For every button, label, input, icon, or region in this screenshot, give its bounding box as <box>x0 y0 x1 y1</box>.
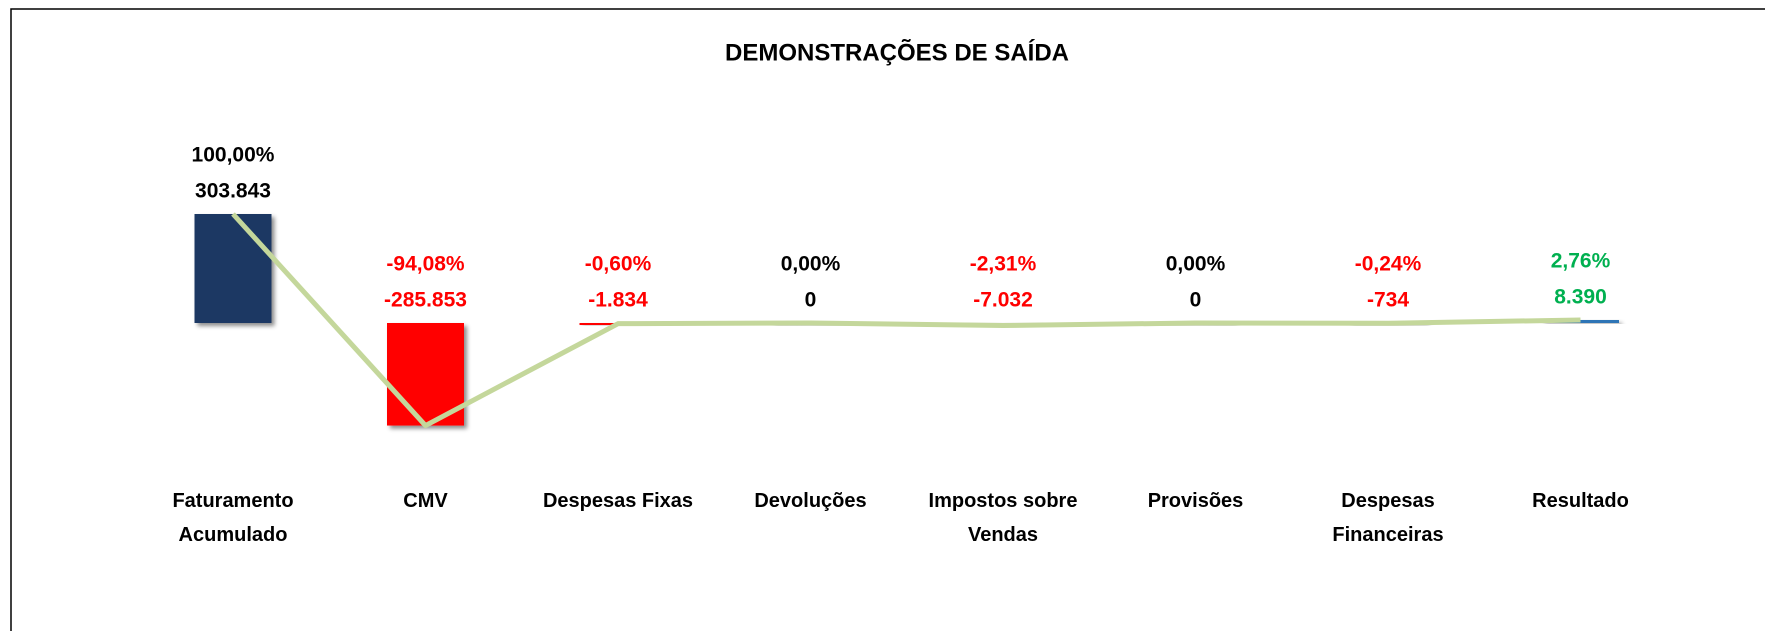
x-tick-label: Impostos sobre Vendas <box>928 490 1078 546</box>
percent-label: 100,00% <box>192 144 275 167</box>
percent-label: -0,60% <box>585 253 652 276</box>
x-tick-label: Provisões <box>1147 490 1244 512</box>
x-tick-label-box: Provisões <box>1147 490 1244 512</box>
x-tick-label-box: Impostos sobre Vendas <box>928 490 1078 546</box>
percent-label: -0,24% <box>1355 253 1422 276</box>
x-tick-label-box: CMV <box>403 490 448 512</box>
value-label: -734 <box>1367 289 1409 312</box>
percent-label: 2,76% <box>1551 250 1611 273</box>
chart-frame <box>10 8 1765 631</box>
value-label: 0 <box>1190 289 1202 312</box>
value-label: -7.032 <box>973 289 1033 312</box>
percent-label: -2,31% <box>970 253 1037 276</box>
line <box>231 212 1581 429</box>
x-tick-label: Resultado <box>1532 490 1629 512</box>
percent-label: -94,08% <box>386 253 465 276</box>
value-label: 303.843 <box>195 180 271 203</box>
x-tick-label-box: Devoluções <box>754 490 867 512</box>
percent-label: 0,00% <box>1166 253 1226 276</box>
x-tick-label: CMV <box>403 490 448 512</box>
bar <box>387 323 464 426</box>
x-tick-label-box: Despesas Fixas <box>542 490 694 512</box>
x-tick-label: Devoluções <box>754 490 867 512</box>
value-label: -285.853 <box>384 289 467 312</box>
percent-label: 0,00% <box>781 253 841 276</box>
x-tick-label: Despesas Financeiras <box>1332 490 1444 546</box>
bar <box>194 214 272 323</box>
x-tick-label: Faturamento Acumulado <box>172 490 294 546</box>
x-tick-label-box: Resultado <box>1532 490 1629 512</box>
x-tick-label-box: Despesas Financeiras <box>1332 490 1444 546</box>
value-label: 8.390 <box>1554 286 1607 309</box>
x-tick-label-box: Faturamento Acumulado <box>172 490 294 546</box>
x-tick-label: Despesas Fixas <box>542 490 694 512</box>
value-label: -1.834 <box>588 289 648 312</box>
chart-title: DEMONSTRAÇÕES DE SAÍDA <box>725 38 1069 66</box>
value-label: 0 <box>805 289 817 312</box>
